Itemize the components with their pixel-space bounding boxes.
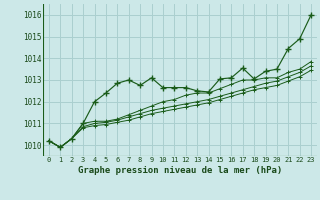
X-axis label: Graphe pression niveau de la mer (hPa): Graphe pression niveau de la mer (hPa) [78,166,282,175]
